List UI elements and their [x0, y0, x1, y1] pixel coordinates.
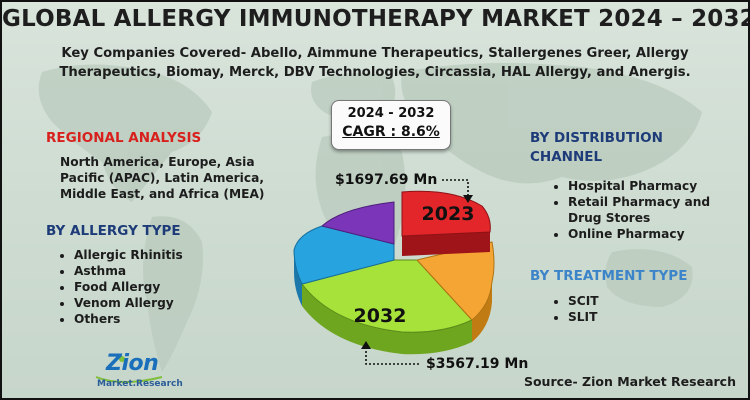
source-text: Source- Zion Market Research	[523, 374, 736, 389]
list-item: SLIT	[568, 309, 599, 325]
list-item: SCIT	[568, 293, 599, 309]
page-title: GLOBAL ALLERGY IMMUNOTHERAPY MARKET 2024…	[2, 6, 750, 32]
distribution-heading-line1: BY DISTRIBUTION	[530, 130, 663, 146]
pie-label-2032: 2032	[354, 305, 407, 327]
list-item: Food Allergy	[74, 279, 183, 295]
allergy-type-list: Allergic Rhinitis Asthma Food Allergy Ve…	[56, 247, 183, 327]
list-item: Others	[74, 311, 183, 327]
dotted-arrow-icon	[365, 347, 420, 365]
allergy-type-heading: BY ALLERGY TYPE	[46, 223, 181, 239]
value-2032-callout: $3567.19 Mn	[426, 356, 529, 372]
arrow-head-2023	[463, 195, 473, 203]
treatment-type-list: SCIT SLIT	[550, 293, 599, 325]
value-2023-callout: $1697.69 Mn	[335, 172, 438, 188]
pie-side-green	[302, 284, 472, 355]
key-companies-text: Key Companies Covered- Abello, Aimmune T…	[59, 46, 691, 80]
logo-subtitle: Market.Research	[97, 379, 183, 389]
arrow-head-2032	[361, 341, 371, 349]
pie-side-red	[402, 232, 490, 256]
treatment-type-heading: BY TREATMENT TYPE	[530, 268, 688, 284]
pie-slice-blue	[293, 225, 395, 285]
distribution-heading-line2: CHANNEL	[530, 149, 603, 165]
pie-slice-orange	[416, 241, 495, 321]
regional-analysis-heading: REGIONAL ANALYSIS	[46, 130, 202, 146]
regional-analysis-text: North America, Europe, Asia Pacific (APA…	[60, 155, 265, 201]
pie-side-orange	[472, 282, 492, 342]
list-item: Allergic Rhinitis	[74, 247, 183, 263]
list-item: Hospital Pharmacy	[568, 178, 738, 194]
logo-name: Zion	[106, 351, 159, 376]
pie-label-2023: 2023	[422, 203, 475, 225]
list-item: Asthma	[74, 263, 183, 279]
list-item: Online Pharmacy	[568, 226, 738, 242]
cagr-period: 2024 - 2032	[347, 106, 435, 121]
pie-slice-green	[301, 259, 473, 333]
dotted-arrow-icon	[442, 179, 469, 196]
list-item: Retail Pharmacy and Drug Stores	[568, 194, 738, 226]
pie-side-blue	[294, 250, 302, 306]
cagr-box: 2024 - 2032 CAGR : 8.6%	[331, 100, 451, 150]
distribution-list: Hospital Pharmacy Retail Pharmacy and Dr…	[550, 178, 738, 242]
pie-slice-purple	[320, 201, 395, 245]
list-item: Venom Allergy	[74, 295, 183, 311]
zion-logo-icon: Zion Market.Research	[92, 351, 183, 398]
cagr-value: CAGR : 8.6%	[342, 124, 440, 140]
